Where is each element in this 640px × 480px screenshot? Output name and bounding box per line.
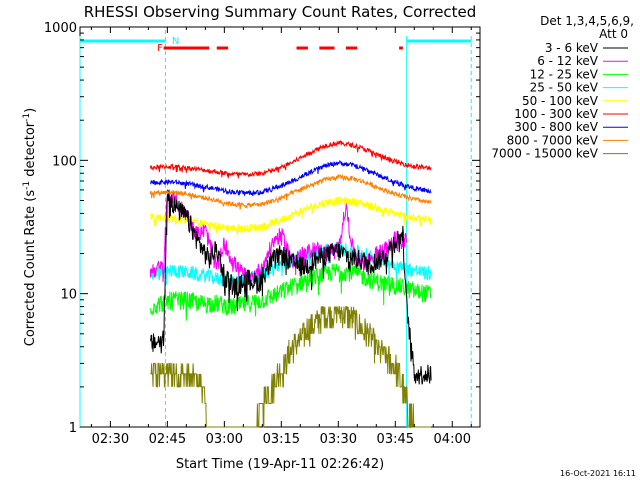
y-tick-label: 1 bbox=[69, 421, 77, 436]
night-marker-label: N bbox=[172, 36, 179, 47]
series-line bbox=[149, 173, 432, 210]
legend-title-line2: Att 0 bbox=[599, 27, 628, 41]
series-layer bbox=[149, 140, 432, 428]
series-line bbox=[150, 306, 432, 428]
series-line bbox=[149, 263, 432, 321]
series-line bbox=[149, 196, 432, 236]
x-axis-label: Start Time (19-Apr-11 02:26:42) bbox=[176, 457, 384, 472]
legend-label: 6 - 12 keV bbox=[537, 54, 599, 68]
series-line bbox=[149, 140, 432, 179]
x-tick-label: 03:15 bbox=[263, 432, 300, 447]
attenuator-decor: FN bbox=[79, 30, 472, 427]
y-tick-label: 1000 bbox=[44, 21, 77, 36]
footer-timestamp: 16-Oct-2021 16:11 bbox=[560, 469, 636, 478]
series-line bbox=[149, 190, 407, 285]
x-tick-label: 03:00 bbox=[206, 432, 243, 447]
x-tick-label: 02:45 bbox=[149, 432, 186, 447]
legend-label: 7000 - 15000 keV bbox=[491, 147, 598, 161]
x-tick-label: 02:30 bbox=[92, 432, 129, 447]
legend-label: 300 - 800 keV bbox=[514, 120, 598, 134]
x-tick-label: 03:30 bbox=[320, 432, 357, 447]
y-tick-label: 10 bbox=[60, 288, 77, 303]
flare-marker-label: F bbox=[157, 43, 163, 54]
y-tick-label: 100 bbox=[52, 154, 77, 169]
legend-title-line1: Det 1,3,4,5,6,9, bbox=[540, 14, 634, 28]
y-axis-label: Corrected Count Rate (s-1 detector-1) bbox=[22, 108, 38, 346]
legend-label: 800 - 7000 keV bbox=[507, 133, 599, 147]
legend-label: 12 - 25 keV bbox=[530, 67, 599, 81]
x-tick-label: 03:45 bbox=[377, 432, 414, 447]
series-line bbox=[149, 189, 432, 385]
legend-label: 25 - 50 keV bbox=[530, 81, 599, 95]
legend-label: 50 - 100 keV bbox=[522, 94, 599, 108]
legend-label: 100 - 300 keV bbox=[514, 107, 598, 121]
legend-label: 3 - 6 keV bbox=[545, 41, 599, 55]
series-line bbox=[150, 159, 432, 197]
x-tick-label: 04:00 bbox=[434, 432, 471, 447]
chart-title: RHESSI Observing Summary Count Rates, Co… bbox=[84, 3, 477, 21]
axes-layer: 02:30 02:45 03:00 03:15 03:30 03:45 04:00 1 10 10… bbox=[44, 21, 480, 447]
